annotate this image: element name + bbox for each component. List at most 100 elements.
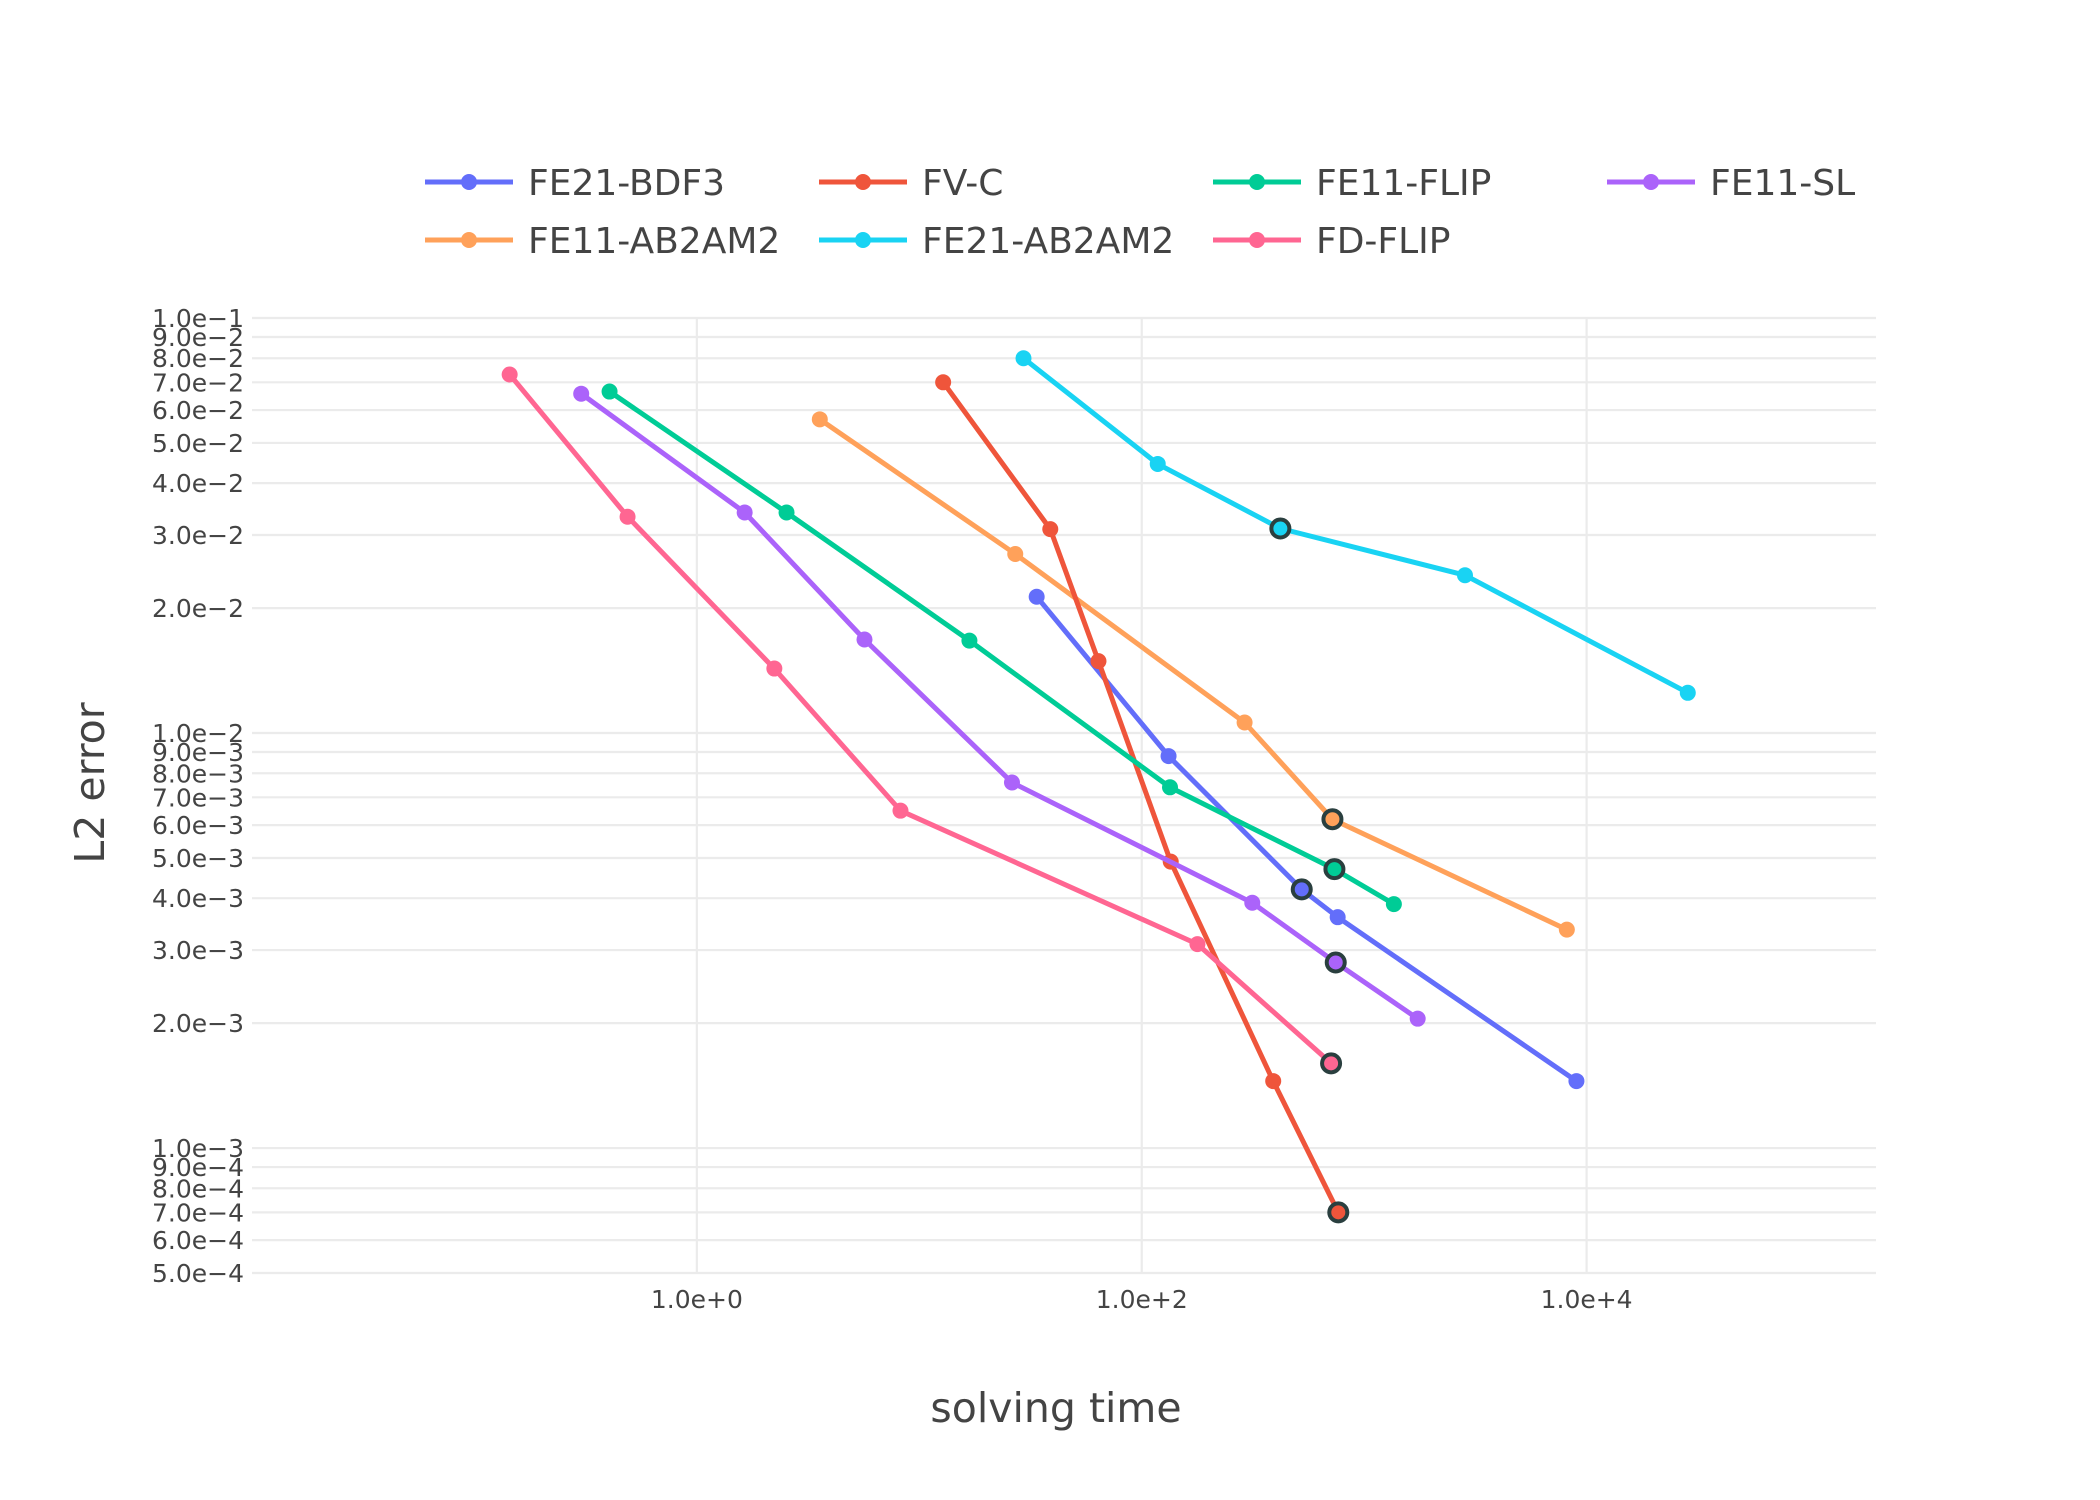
y-tick-label: 7.0e−2 — [152, 368, 244, 397]
y-tick-label: 6.0e−2 — [152, 396, 244, 425]
data-point-fe11-flip[interactable] — [961, 632, 978, 649]
data-point-fe11-sl[interactable] — [1324, 951, 1347, 974]
data-point-fe11-flip[interactable] — [778, 504, 795, 521]
legend-swatch-marker — [1643, 174, 1659, 190]
y-tick-label: 5.0e−4 — [152, 1259, 244, 1288]
data-point-fe21-ab2am2[interactable] — [1269, 517, 1292, 540]
legend-item-fe11-flip[interactable]: FE11-FLIP — [1213, 163, 1491, 204]
data-point-fe11-sl[interactable] — [856, 631, 873, 648]
data-point-fe21-ab2am2[interactable] — [1457, 567, 1474, 584]
y-tick-label: 3.0e−3 — [152, 936, 244, 965]
data-point-fv-c[interactable] — [1042, 521, 1059, 538]
series-fe11-sl — [573, 385, 1426, 1027]
data-point-fe11-ab2am2[interactable] — [1007, 546, 1024, 563]
legend-label: FV-C — [922, 163, 1003, 204]
data-point-fe11-flip[interactable] — [601, 383, 618, 400]
data-point-fv-c[interactable] — [1265, 1073, 1282, 1090]
data-point-fd-flip[interactable] — [1320, 1052, 1343, 1075]
data-point-fe11-ab2am2[interactable] — [1236, 714, 1253, 731]
data-point-fe21-ab2am2[interactable] — [1679, 684, 1696, 701]
legend-label: FD-FLIP — [1316, 221, 1451, 262]
data-point-fe11-sl[interactable] — [573, 385, 590, 402]
series-fe21-ab2am2 — [1015, 350, 1696, 701]
legend-label: FE21-BDF3 — [528, 163, 725, 204]
x-tick-label: 1.0e+2 — [1096, 1285, 1188, 1314]
series-line-fd-flip — [507, 372, 1334, 1066]
data-point-fe21-ab2am2[interactable] — [1149, 455, 1166, 472]
y-tick-label: 7.0e−4 — [152, 1198, 244, 1227]
data-point-fe21-bdf3[interactable] — [1028, 588, 1045, 605]
data-point-fe11-sl[interactable] — [1409, 1010, 1426, 1027]
y-tick-label: 9.0e−4 — [152, 1153, 244, 1182]
data-point-fe21-bdf3[interactable] — [1329, 909, 1346, 926]
data-point-fe11-ab2am2[interactable] — [1558, 921, 1575, 938]
y-tick-label: 6.0e−4 — [152, 1226, 244, 1255]
data-point-fv-c[interactable] — [1090, 653, 1107, 670]
x-tick-label: 1.0e+0 — [651, 1285, 743, 1314]
data-point-fe21-bdf3[interactable] — [1568, 1073, 1585, 1090]
data-point-fe11-flip[interactable] — [1162, 779, 1179, 796]
y-tick-label: 6.0e−3 — [152, 811, 244, 840]
legend-item-fe11-sl[interactable]: FE11-SL — [1607, 163, 1855, 204]
y-tick-label: 1.0e−2 — [152, 719, 244, 748]
data-point-fe11-flip[interactable] — [1323, 858, 1346, 881]
y-axis-title: L2 error — [66, 702, 114, 863]
y-tick-label: 4.0e−3 — [152, 884, 244, 913]
data-point-fe21-bdf3[interactable] — [1290, 878, 1313, 901]
y-tick-label: 9.0e−3 — [152, 738, 244, 767]
legend-swatch-marker — [1249, 174, 1265, 190]
data-point-fe11-ab2am2[interactable] — [1321, 808, 1344, 831]
series-fe11-flip — [601, 383, 1402, 913]
legend-label: FE11-AB2AM2 — [528, 221, 780, 262]
data-point-fe11-sl[interactable] — [1003, 774, 1020, 791]
data-point-fd-flip[interactable] — [501, 366, 518, 383]
y-tick-label: 8.0e−4 — [152, 1174, 244, 1203]
data-point-fe21-bdf3[interactable] — [1160, 748, 1177, 765]
y-tick-label: 8.0e−3 — [152, 759, 244, 788]
legend-item-fe21-bdf3[interactable]: FE21-BDF3 — [425, 163, 725, 204]
series-line-fe11-flip — [607, 389, 1397, 907]
data-point-fe21-ab2am2[interactable] — [1015, 350, 1032, 367]
y-tick-label: 7.0e−3 — [152, 783, 244, 812]
data-point-fd-flip[interactable] — [892, 802, 909, 819]
y-tick-label: 4.0e−2 — [152, 469, 244, 498]
x-tick-label: 1.0e+4 — [1541, 1285, 1633, 1314]
y-tick-label: 2.0e−2 — [152, 594, 244, 623]
gridlines — [252, 316, 1876, 1275]
data-point-fe11-flip[interactable] — [1385, 896, 1402, 913]
plot-series — [501, 350, 1696, 1224]
y-tick-label: 1.0e−3 — [152, 1134, 244, 1163]
series-fe21-bdf3 — [1028, 588, 1585, 1090]
y-tick-label: 2.0e−3 — [152, 1009, 244, 1038]
legend-item-fe21-ab2am2[interactable]: FE21-AB2AM2 — [819, 221, 1174, 262]
legend-item-fv-c[interactable]: FV-C — [819, 163, 1003, 204]
legend-swatch-marker — [855, 232, 871, 248]
data-point-fv-c[interactable] — [935, 374, 952, 391]
data-point-fd-flip[interactable] — [619, 508, 636, 525]
data-point-fe11-sl[interactable] — [1244, 894, 1261, 911]
legend-swatch-marker — [855, 174, 871, 190]
data-point-fe11-ab2am2[interactable] — [811, 411, 828, 428]
legend-item-fd-flip[interactable]: FD-FLIP — [1213, 221, 1451, 262]
data-point-fe11-sl[interactable] — [736, 504, 753, 521]
y-tick-label: 8.0e−2 — [152, 344, 244, 373]
legend-swatch-marker — [461, 232, 477, 248]
data-point-fd-flip[interactable] — [766, 660, 783, 677]
legend-item-fe11-ab2am2[interactable]: FE11-AB2AM2 — [425, 221, 780, 262]
legend-label: FE11-FLIP — [1316, 163, 1491, 204]
x-axis-title: solving time — [930, 1384, 1181, 1432]
y-tick-label: 3.0e−2 — [152, 521, 244, 550]
series-fe11-ab2am2 — [811, 411, 1575, 938]
y-tick-label: 5.0e−3 — [152, 844, 244, 873]
series-fd-flip — [501, 366, 1343, 1075]
x-axis-ticks: 1.0e+0 1.0e+2 1.0e+4 — [651, 1285, 1633, 1314]
y-tick-label: 9.0e−2 — [152, 323, 244, 352]
y-tick-label: 1.0e−1 — [152, 304, 244, 333]
legend-label: FE21-AB2AM2 — [922, 221, 1174, 262]
y-tick-label: 5.0e−2 — [152, 429, 244, 458]
data-point-fd-flip[interactable] — [1189, 936, 1206, 953]
data-point-fv-c[interactable] — [1327, 1201, 1350, 1224]
legend: FE21-BDF3 FV-C FE11-FLIP FE11-SL FE11-AB2AM2… — [425, 163, 1855, 262]
